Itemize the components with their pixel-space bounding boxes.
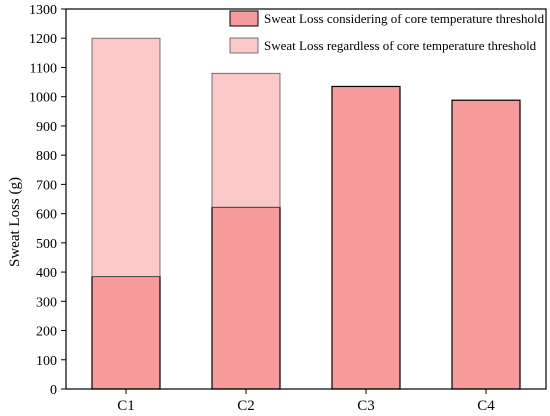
bar-c1-series-2 <box>91 37 161 277</box>
y-tick-label: 600 <box>36 208 57 223</box>
bar-c4-series-1 <box>451 99 521 390</box>
y-tick-label: 800 <box>36 149 57 164</box>
y-axis-label: Sweat Loss (g) <box>7 177 23 267</box>
bar-c2-series-1 <box>211 206 281 390</box>
plot-frame <box>65 8 547 390</box>
x-tick-label: C3 <box>357 398 375 414</box>
x-tick-label: C2 <box>237 398 255 414</box>
bar-c3-series-1 <box>331 85 401 390</box>
legend-swatch-1 <box>229 10 259 27</box>
x-tick-label: C4 <box>477 398 495 414</box>
y-tick-label: 700 <box>36 178 57 193</box>
y-tick-label: 1100 <box>30 61 57 76</box>
legend-label-1: Sweat Loss considering of core temperatu… <box>264 11 545 26</box>
legend-swatch-2 <box>229 37 259 54</box>
legend-label-2: Sweat Loss regardless of core temperatur… <box>264 38 537 53</box>
axes-group: 0 100 200 300 400 500 600 700 800 900 1000 1100 1200… <box>29 3 547 414</box>
y-tick-label: 500 <box>36 237 57 252</box>
y-tick-label: 200 <box>36 325 57 340</box>
y-tick-label: 900 <box>36 120 57 135</box>
y-tick-label: 400 <box>36 266 57 281</box>
y-tick-label: 100 <box>36 354 57 369</box>
y-tick-label: 1000 <box>29 91 57 106</box>
bar-c1-series-1 <box>91 275 161 390</box>
y-tick-label: 300 <box>36 295 57 310</box>
y-tick-label: 1300 <box>29 3 57 18</box>
y-tick-label: 0 <box>50 383 57 398</box>
bars-group <box>91 37 521 390</box>
bar-c2-series-2 <box>211 72 281 208</box>
x-tick-label: C1 <box>117 398 135 414</box>
legend: Sweat Loss considering of core temperatu… <box>229 10 545 54</box>
y-tick-label: 1200 <box>29 32 57 47</box>
